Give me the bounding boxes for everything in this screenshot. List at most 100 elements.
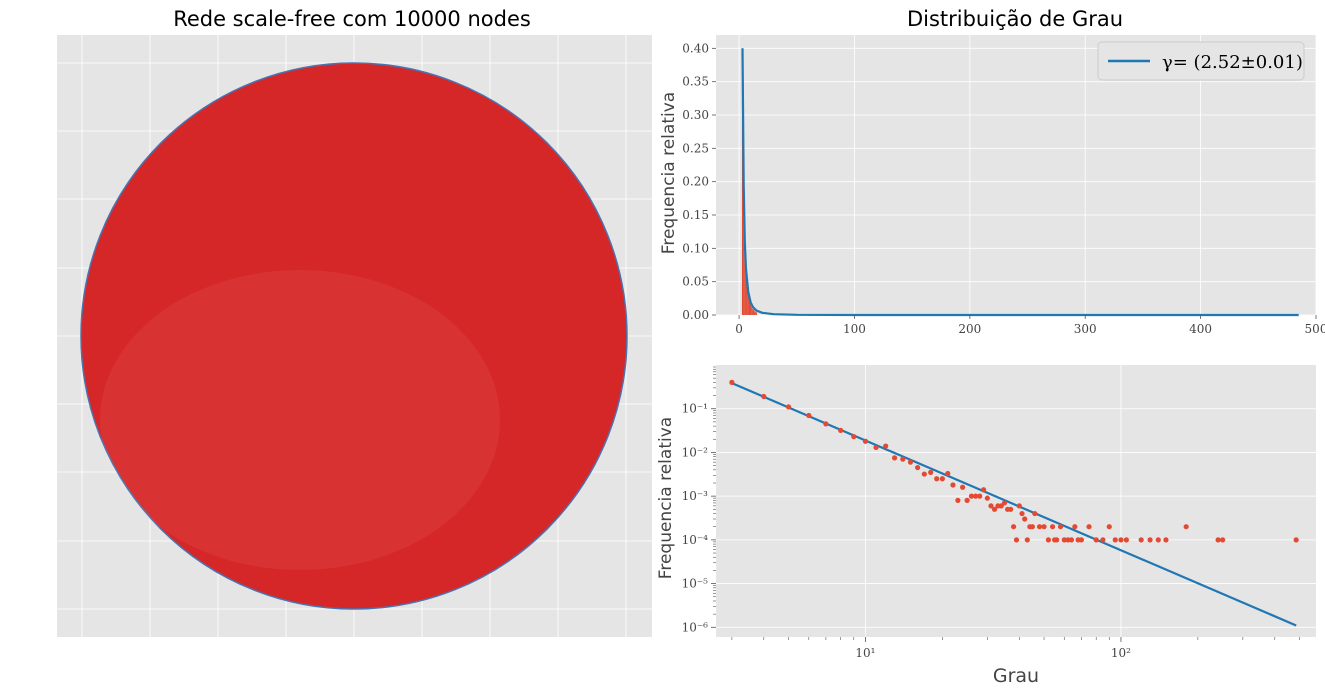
network-node-cloud — [80, 62, 628, 610]
loglog-data-point — [1016, 503, 1022, 509]
histogram-bar — [746, 283, 748, 315]
loglog-data-point — [1013, 537, 1020, 543]
histogram-bar — [741, 48, 744, 315]
histogram-x-tick-label: 400 — [1189, 322, 1212, 336]
loglog-data-point — [984, 495, 990, 501]
histogram-panel: 0 100 200 300 400 500 0.00 0.05 0.10 0.15 0.20 0.2… — [659, 7, 1325, 336]
loglog-data-point — [1072, 524, 1078, 530]
histogram-bar — [744, 238, 746, 315]
loglog-data-point — [785, 404, 792, 410]
loglog-data-point — [1163, 537, 1169, 543]
loglog-data-point — [939, 476, 945, 482]
histogram-y-tick-label: 0.35 — [682, 75, 709, 89]
network-edge-haze — [100, 270, 500, 570]
loglog-y-tick-label: 10⁻⁵ — [682, 577, 709, 591]
loglog-data-point — [981, 487, 987, 493]
histogram-bar — [750, 304, 752, 315]
histogram-x-ticks: 0 100 200 300 400 500 — [735, 315, 1325, 336]
loglog-data-point — [838, 427, 844, 433]
loglog-data-point — [968, 493, 975, 499]
histogram-bar — [752, 309, 754, 315]
network-title: Rede scale-free com 10000 nodes — [173, 7, 531, 31]
histogram-bar — [754, 311, 756, 315]
loglog-data-point — [1041, 524, 1047, 530]
loglog-data-point — [729, 379, 735, 385]
legend-label: γ= (2.52±0.01) — [1162, 52, 1303, 73]
loglog-data-point — [1019, 510, 1025, 517]
loglog-data-point — [1086, 524, 1092, 530]
histogram-x-tick-label: 200 — [958, 322, 981, 336]
loglog-x-axis-label: Grau — [993, 665, 1039, 687]
loglog-data-point — [915, 464, 921, 471]
network-panel: Rede scale-free com 10000 nodes — [57, 7, 652, 637]
loglog-data-point — [955, 497, 961, 503]
loglog-data-point — [928, 469, 934, 475]
loglog-data-point — [1068, 537, 1075, 543]
histogram-bar — [748, 300, 751, 315]
loglog-data-point — [934, 476, 940, 482]
loglog-data-point — [851, 434, 857, 440]
histogram-y-tick-label: 0.40 — [682, 41, 709, 55]
loglog-data-point — [960, 484, 966, 490]
histogram-x-tick-label: 100 — [843, 322, 866, 336]
loglog-data-point — [991, 506, 998, 512]
loglog-data-point — [1022, 516, 1028, 522]
loglog-data-point — [1112, 537, 1118, 543]
histogram-x-tick-label: 300 — [1074, 322, 1097, 336]
loglog-data-point — [1024, 537, 1030, 543]
histogram-bars — [741, 48, 757, 315]
loglog-data-point — [1057, 524, 1064, 530]
loglog-data-point — [1118, 537, 1124, 543]
loglog-data-point — [1010, 524, 1017, 530]
histogram-bar — [743, 181, 745, 315]
histogram-y-tick-label: 0.20 — [682, 175, 709, 189]
legend-box — [1097, 41, 1305, 81]
loglog-x-ticks: 10¹ 10² — [731, 637, 1300, 660]
loglog-data-point — [1123, 537, 1129, 543]
loglog-data-point — [761, 393, 767, 400]
histogram-bar — [755, 312, 757, 315]
histogram-x-tick-label: 500 — [1305, 322, 1325, 336]
loglog-data-point — [1220, 537, 1226, 543]
loglog-data-point — [1036, 524, 1043, 530]
loglog-data-point — [1029, 524, 1035, 530]
loglog-data-point — [1106, 524, 1112, 530]
loglog-panel: 10¹ 10² 10⁻⁶ 10⁻⁵ 10⁻⁴ 10⁻³ 10⁻² 10⁻¹ Frequenc… — [656, 365, 1316, 687]
histogram-y-tick-label: 0.25 — [682, 141, 709, 155]
legend: γ= (2.52±0.01) — [1097, 41, 1305, 81]
histogram-y-axis-label: Frequencia relativa — [659, 92, 679, 254]
loglog-y-axis-label: Frequencia relativa — [656, 417, 676, 579]
histogram-bar — [747, 293, 749, 315]
loglog-data-point — [1100, 537, 1106, 543]
loglog-data-point — [823, 421, 829, 427]
loglog-data-point — [977, 493, 983, 499]
loglog-data-point — [891, 455, 898, 461]
loglog-y-tick-label: 10⁻⁶ — [682, 620, 709, 634]
loglog-data-point — [806, 412, 812, 419]
loglog-data-point — [1045, 537, 1051, 543]
loglog-data-point — [950, 482, 956, 488]
loglog-data-point — [1078, 537, 1084, 543]
loglog-data-point — [1155, 537, 1161, 543]
histogram-bar — [753, 310, 755, 315]
histogram-bar — [751, 307, 753, 315]
loglog-data-point — [900, 456, 906, 462]
loglog-data-point — [973, 493, 979, 499]
histogram-title: Distribuição de Grau — [907, 7, 1123, 31]
loglog-data-point — [862, 438, 869, 444]
loglog-data-point — [1183, 524, 1189, 530]
loglog-points — [729, 379, 1299, 543]
histogram-y-tick-label: 0.15 — [682, 208, 709, 222]
histogram-bar — [745, 267, 747, 315]
loglog-data-point — [873, 444, 879, 451]
histogram-y-tick-label: 0.05 — [682, 275, 709, 289]
loglog-data-point — [1008, 506, 1014, 512]
loglog-x-tick-label: 10¹ — [855, 646, 875, 660]
histogram-x-tick-label: 0 — [735, 322, 743, 336]
histogram-y-tick-label: 0.00 — [682, 308, 709, 322]
loglog-data-point — [1061, 537, 1067, 543]
loglog-data-point — [1032, 510, 1038, 517]
loglog-y-tick-label: 10⁻² — [682, 445, 709, 459]
loglog-data-point — [1215, 537, 1221, 543]
histogram-y-ticks: 0.00 0.05 0.10 0.15 0.20 0.25 0.30 0.35 0.40 — [682, 41, 716, 322]
